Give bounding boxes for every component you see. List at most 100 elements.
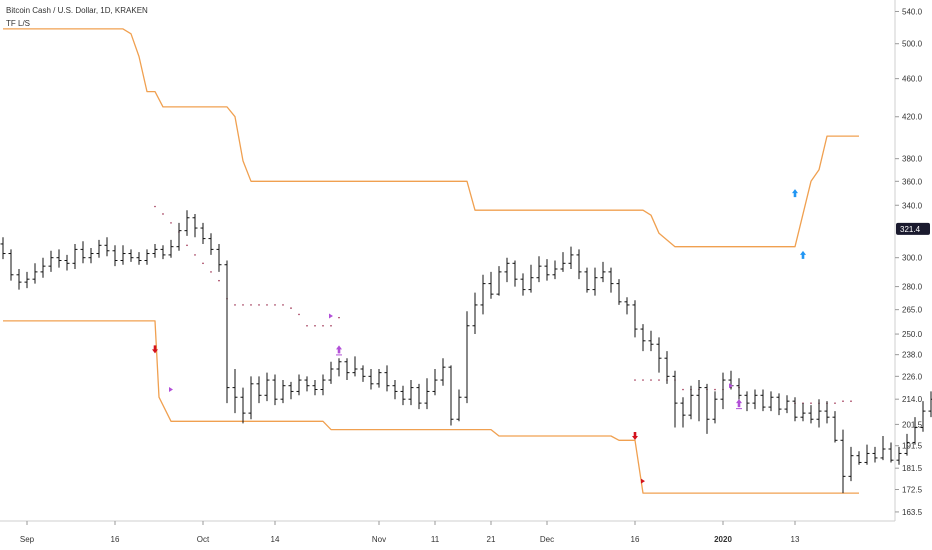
indicator-dot <box>266 304 268 306</box>
ohlc-bar <box>512 260 518 287</box>
ohlc-bar <box>808 405 814 424</box>
ohlc-bar <box>416 383 422 410</box>
long-signal-arrow-icon <box>336 345 342 354</box>
ohlc-bar <box>496 266 502 296</box>
ohlc-bar <box>312 380 318 396</box>
ohlc-bar <box>64 254 70 271</box>
x-tick-label: 21 <box>487 535 496 544</box>
chart-title: Bitcoin Cash / U.S. Dollar, 1D, KRAKEN <box>6 6 148 15</box>
ohlc-bar <box>664 351 670 384</box>
ohlc-bar <box>600 261 606 283</box>
ohlc-bar <box>552 260 558 280</box>
ohlc-bar <box>392 380 398 400</box>
y-tick-label: 181.5 <box>902 464 923 473</box>
ohlc-bar <box>568 246 574 270</box>
ohlc-bar <box>672 370 678 428</box>
ohlc-bar <box>776 393 782 416</box>
ohlc-bar <box>928 391 932 418</box>
ohlc-bar <box>128 249 134 262</box>
last-price-badge <box>896 222 930 235</box>
ohlc-bar <box>832 411 838 443</box>
ohlc-bar <box>520 273 526 296</box>
ohlc-bar <box>576 249 582 280</box>
indicator-dot <box>314 324 316 327</box>
indicator-dot <box>810 402 812 404</box>
price-bars-layer <box>0 210 932 494</box>
ohlc-bar <box>280 380 286 404</box>
x-tick-label: 14 <box>271 535 280 544</box>
ohlc-bar <box>24 271 30 289</box>
trailing-stop-layer <box>3 28 859 494</box>
ohlc-bar <box>56 249 62 268</box>
ohlc-bar <box>904 433 910 456</box>
ohlc-bar <box>864 444 870 465</box>
ohlc-bar <box>208 233 214 255</box>
ohlc-bar <box>88 248 94 264</box>
indicator-dot <box>154 205 156 208</box>
ohlc-bar <box>640 324 646 352</box>
ohlc-bar <box>96 239 102 258</box>
ohlc-bar <box>720 372 726 410</box>
indicator-dot <box>306 324 308 327</box>
ohlc-bar <box>264 372 270 402</box>
ohlc-bar <box>296 374 302 396</box>
indicator-dot <box>842 400 844 402</box>
x-tick-label: Oct <box>197 535 210 544</box>
indicator-dot <box>298 313 300 316</box>
ohlc-bar <box>216 243 222 272</box>
ohlc-bar <box>168 239 174 258</box>
ohlc-bar <box>848 446 854 482</box>
ohlc-bar <box>200 222 206 244</box>
ohlc-bar <box>632 300 638 338</box>
indicator-dot <box>322 324 324 327</box>
ohlc-bar <box>48 250 54 272</box>
ohlc-bar <box>240 387 246 424</box>
ohlc-bar <box>232 368 238 414</box>
exit-marker-icon <box>729 383 733 389</box>
ohlc-bar <box>792 397 798 422</box>
indicator-dot <box>282 304 284 306</box>
ohlc-bar <box>696 380 702 422</box>
ohlc-bar <box>80 241 86 264</box>
indicator-dot <box>650 379 652 381</box>
ohlc-bar <box>120 245 126 265</box>
indicator-dot <box>258 304 260 306</box>
ohlc-bar <box>352 356 358 377</box>
y-tick-label: 265.0 <box>902 306 923 315</box>
ohlc-bar <box>112 245 118 267</box>
ohlc-bar <box>584 267 590 293</box>
long-signal-arrow-icon <box>736 399 742 408</box>
indicator-dot <box>242 304 244 306</box>
indicator-dot <box>170 222 172 224</box>
ohlc-bar <box>712 391 718 424</box>
indicator-dot <box>234 304 236 306</box>
y-tick-label: 238.0 <box>902 351 923 360</box>
ohlc-bar <box>896 446 902 465</box>
dots-layer <box>154 205 852 404</box>
ohlc-bar <box>152 243 158 258</box>
ohlc-bar <box>880 435 886 461</box>
ohlc-bar <box>912 417 918 445</box>
ohlc-bar <box>16 269 22 290</box>
y-tick-label: 300.0 <box>902 254 923 263</box>
last-price-label: 321.4 <box>900 225 921 234</box>
x-tick-label: 2020 <box>714 535 732 544</box>
indicator-dot <box>186 244 188 247</box>
indicator-dot <box>850 400 852 402</box>
ohlc-bar <box>872 446 878 463</box>
ohlc-bar <box>616 279 622 305</box>
signals-layer <box>152 189 806 484</box>
ohlc-bar <box>608 267 614 293</box>
y-tick-label: 340.0 <box>902 201 923 210</box>
trail-upper-line <box>3 28 859 248</box>
exit-marker-icon <box>641 478 645 484</box>
ohlc-bar <box>504 257 510 283</box>
y-tick-label: 360.0 <box>902 177 923 186</box>
ohlc-bar <box>536 256 542 283</box>
indicator-label: TF L/S <box>6 19 31 28</box>
ohlc-bar <box>768 391 774 412</box>
ohlc-bar <box>424 378 430 410</box>
exit-marker-icon <box>329 313 333 319</box>
